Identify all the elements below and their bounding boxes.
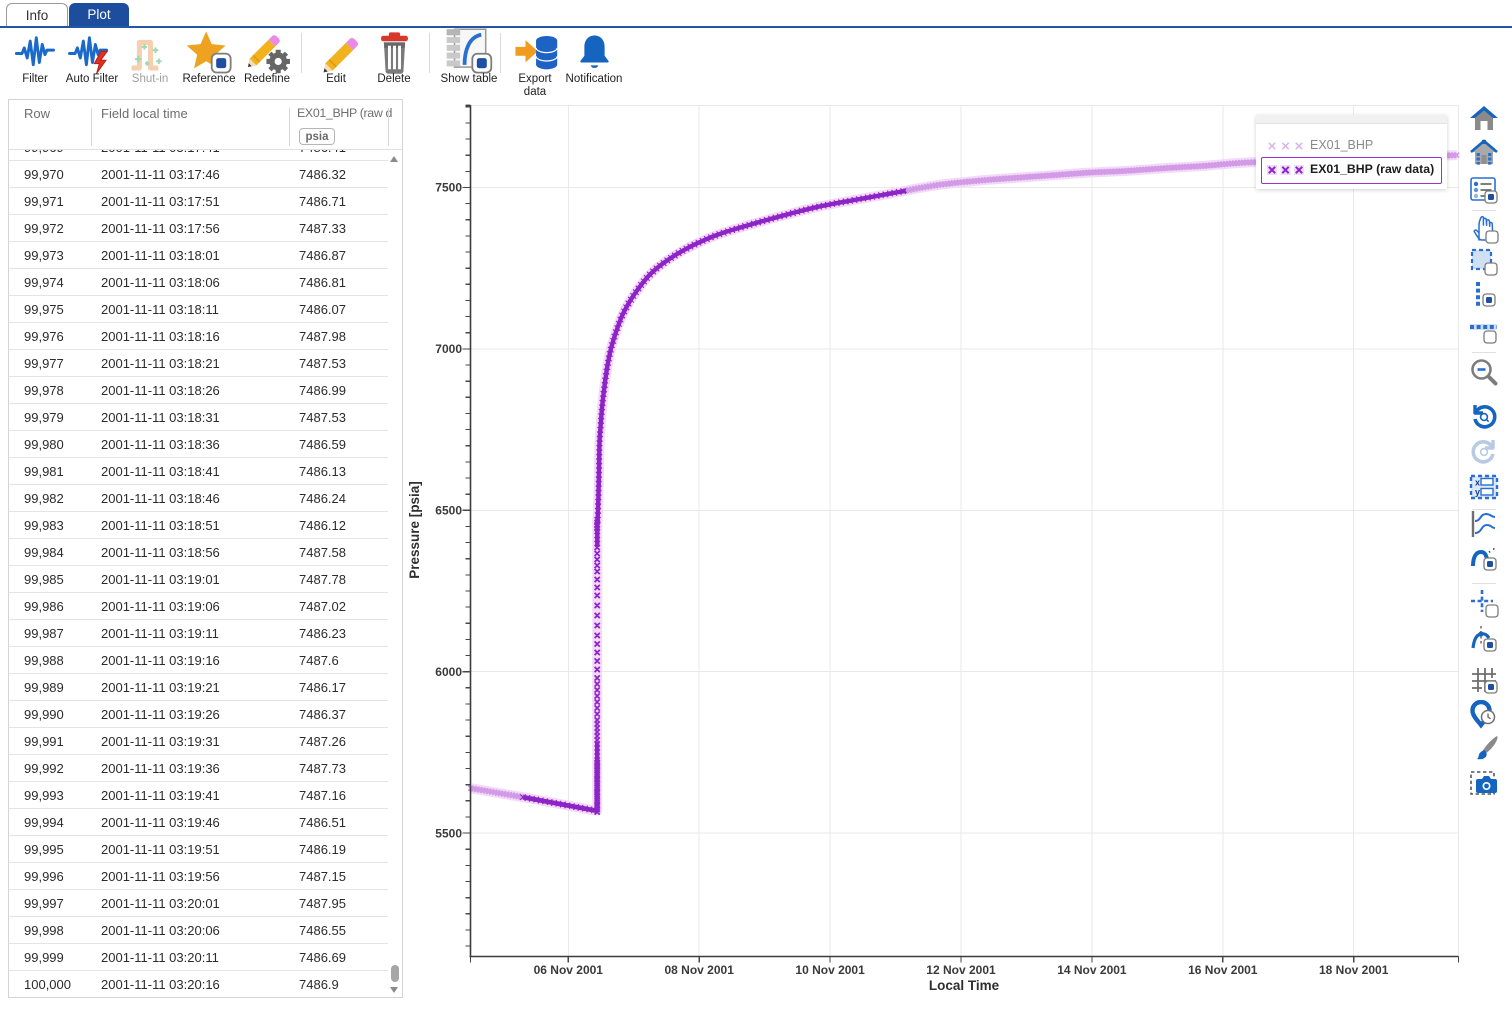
svg-text:y: y <box>1475 487 1480 497</box>
svg-text:x: x <box>1475 478 1480 488</box>
svg-text:Pressure [psia]: Pressure [psia] <box>407 481 422 579</box>
svg-text:18 Nov 2001: 18 Nov 2001 <box>1319 963 1389 977</box>
svg-text:16 Nov 2001: 16 Nov 2001 <box>1188 963 1258 977</box>
svg-text:14 Nov 2001: 14 Nov 2001 <box>1057 963 1127 977</box>
svg-text:6500: 6500 <box>435 504 462 518</box>
svg-text:Local Time: Local Time <box>929 978 1000 993</box>
svg-text:10 Nov 2001: 10 Nov 2001 <box>795 963 865 977</box>
svg-text:7000: 7000 <box>435 342 462 356</box>
svg-text:08 Nov 2001: 08 Nov 2001 <box>665 963 735 977</box>
svg-text:7500: 7500 <box>435 181 462 195</box>
svg-text:5500: 5500 <box>435 826 462 840</box>
svg-text:6000: 6000 <box>435 665 462 679</box>
svg-text:12 Nov 2001: 12 Nov 2001 <box>926 963 996 977</box>
svg-text:06 Nov 2001: 06 Nov 2001 <box>534 963 604 977</box>
